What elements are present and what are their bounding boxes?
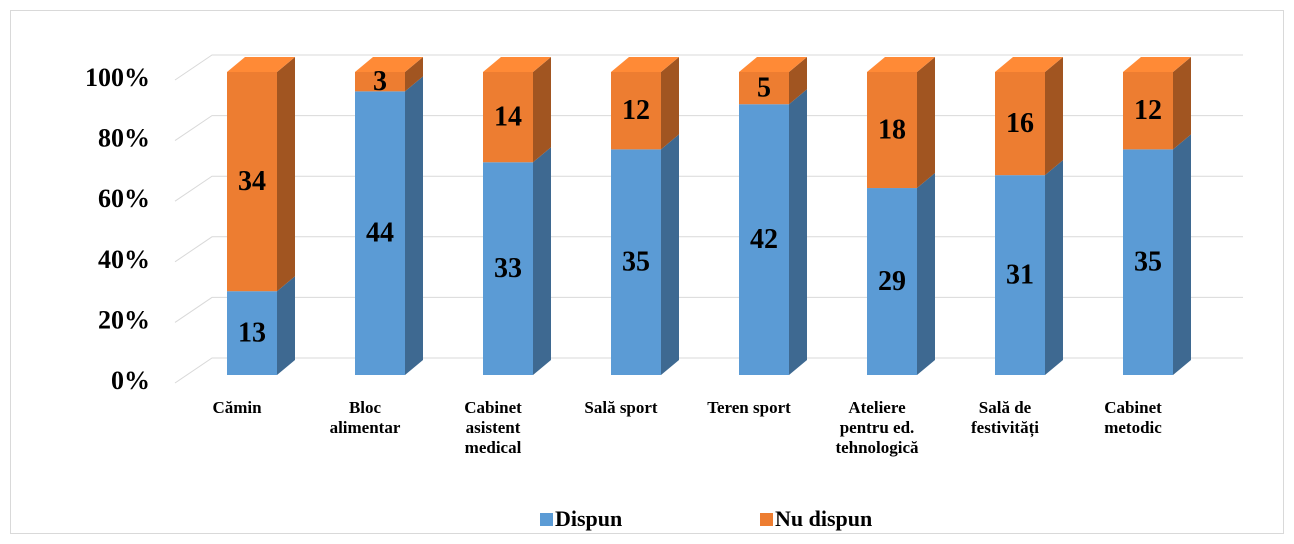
y-tick-label: 100% — [85, 63, 150, 92]
bar-segment — [1123, 134, 1191, 375]
legend-swatch — [540, 513, 553, 526]
bar-front — [995, 175, 1045, 375]
bar-front — [483, 162, 533, 375]
bar-front — [355, 91, 405, 375]
bar-segment — [227, 57, 295, 292]
bar-top — [1123, 57, 1191, 72]
bar-front — [867, 72, 917, 189]
bar-side — [533, 57, 551, 163]
bar-segment — [483, 147, 551, 375]
value-label: 34 — [238, 166, 266, 197]
bar-side — [661, 57, 679, 150]
y-tick-label: 20% — [98, 305, 150, 334]
bar-segment — [867, 57, 935, 189]
value-label: 12 — [622, 95, 650, 126]
value-label: 3 — [373, 66, 387, 97]
bar-top — [611, 57, 679, 72]
bar-side — [661, 134, 679, 375]
y-tick-label: 80% — [98, 124, 150, 153]
bar-segment — [867, 173, 935, 375]
value-label: 12 — [1134, 95, 1162, 126]
x-tick-label: Sală de festivități — [971, 398, 1039, 437]
bar-side — [1173, 134, 1191, 375]
bar-top — [739, 57, 807, 72]
bar-front — [355, 72, 405, 92]
x-tick-label: Bloc alimentar — [329, 398, 401, 437]
value-label: 29 — [878, 266, 906, 297]
bar-side — [917, 57, 935, 189]
value-label: 31 — [1006, 259, 1034, 290]
bar-side — [789, 57, 807, 105]
value-label: 35 — [622, 247, 650, 278]
legend-label: Dispun — [555, 506, 622, 531]
value-label: 33 — [494, 253, 522, 284]
legend-label: Nu dispun — [775, 506, 872, 531]
bar-front — [611, 72, 661, 150]
bar-segment — [995, 160, 1063, 375]
bar-side — [405, 57, 423, 92]
bar-segment — [355, 57, 423, 92]
bar-side — [917, 173, 935, 375]
y-tick-label: 40% — [98, 245, 150, 274]
y-tick-label: 0% — [111, 366, 150, 395]
bar-front — [227, 72, 277, 292]
x-tick-label: Sală sport — [584, 398, 658, 417]
value-label: 5 — [757, 73, 771, 104]
x-tick-label: Ateliere pentru ed. tehnologică — [835, 398, 919, 457]
bar-side — [1045, 57, 1063, 176]
x-tick-label: Teren sport — [707, 398, 791, 417]
bar-segment — [355, 76, 423, 375]
bar-side — [277, 57, 295, 292]
bar-front — [227, 291, 277, 375]
bar-front — [483, 72, 533, 163]
bar-top — [867, 57, 935, 72]
y-tick-label: 60% — [98, 184, 150, 213]
bar-front — [739, 104, 789, 375]
value-label: 42 — [750, 224, 778, 255]
bar-segment — [739, 57, 807, 105]
x-tick-label: Cămin — [212, 398, 262, 417]
bar-side — [277, 276, 295, 375]
bar-segment — [483, 57, 551, 163]
bar-side — [1173, 57, 1191, 150]
bar-side — [789, 89, 807, 375]
value-label: 44 — [366, 218, 394, 249]
bar-segment — [1123, 57, 1191, 150]
bar-segment — [611, 57, 679, 150]
x-tick-label: Cabinet asistent medical — [464, 398, 522, 457]
bar-side — [1045, 160, 1063, 375]
legend-swatch — [760, 513, 773, 526]
bar-side — [405, 76, 423, 375]
value-label: 35 — [1134, 247, 1162, 278]
bar-segment — [611, 134, 679, 375]
bar-side — [533, 147, 551, 375]
bar-front — [995, 72, 1045, 176]
bar-front — [1123, 72, 1173, 150]
bar-segment — [739, 89, 807, 375]
bar-front — [611, 149, 661, 375]
grid-line — [174, 54, 1243, 81]
value-label: 14 — [494, 102, 522, 133]
x-tick-label: Cabinet metodic — [1104, 398, 1162, 437]
bar-top — [995, 57, 1063, 72]
value-label: 16 — [1006, 108, 1034, 139]
bar-top — [227, 57, 295, 72]
value-label: 13 — [238, 318, 266, 349]
bar-front — [1123, 149, 1173, 375]
bar-top — [483, 57, 551, 72]
value-label: 18 — [878, 114, 906, 145]
bar-front — [867, 188, 917, 375]
bar-top — [355, 57, 423, 72]
bar-front — [739, 72, 789, 105]
bar-segment — [995, 57, 1063, 176]
bar-segment — [227, 276, 295, 375]
